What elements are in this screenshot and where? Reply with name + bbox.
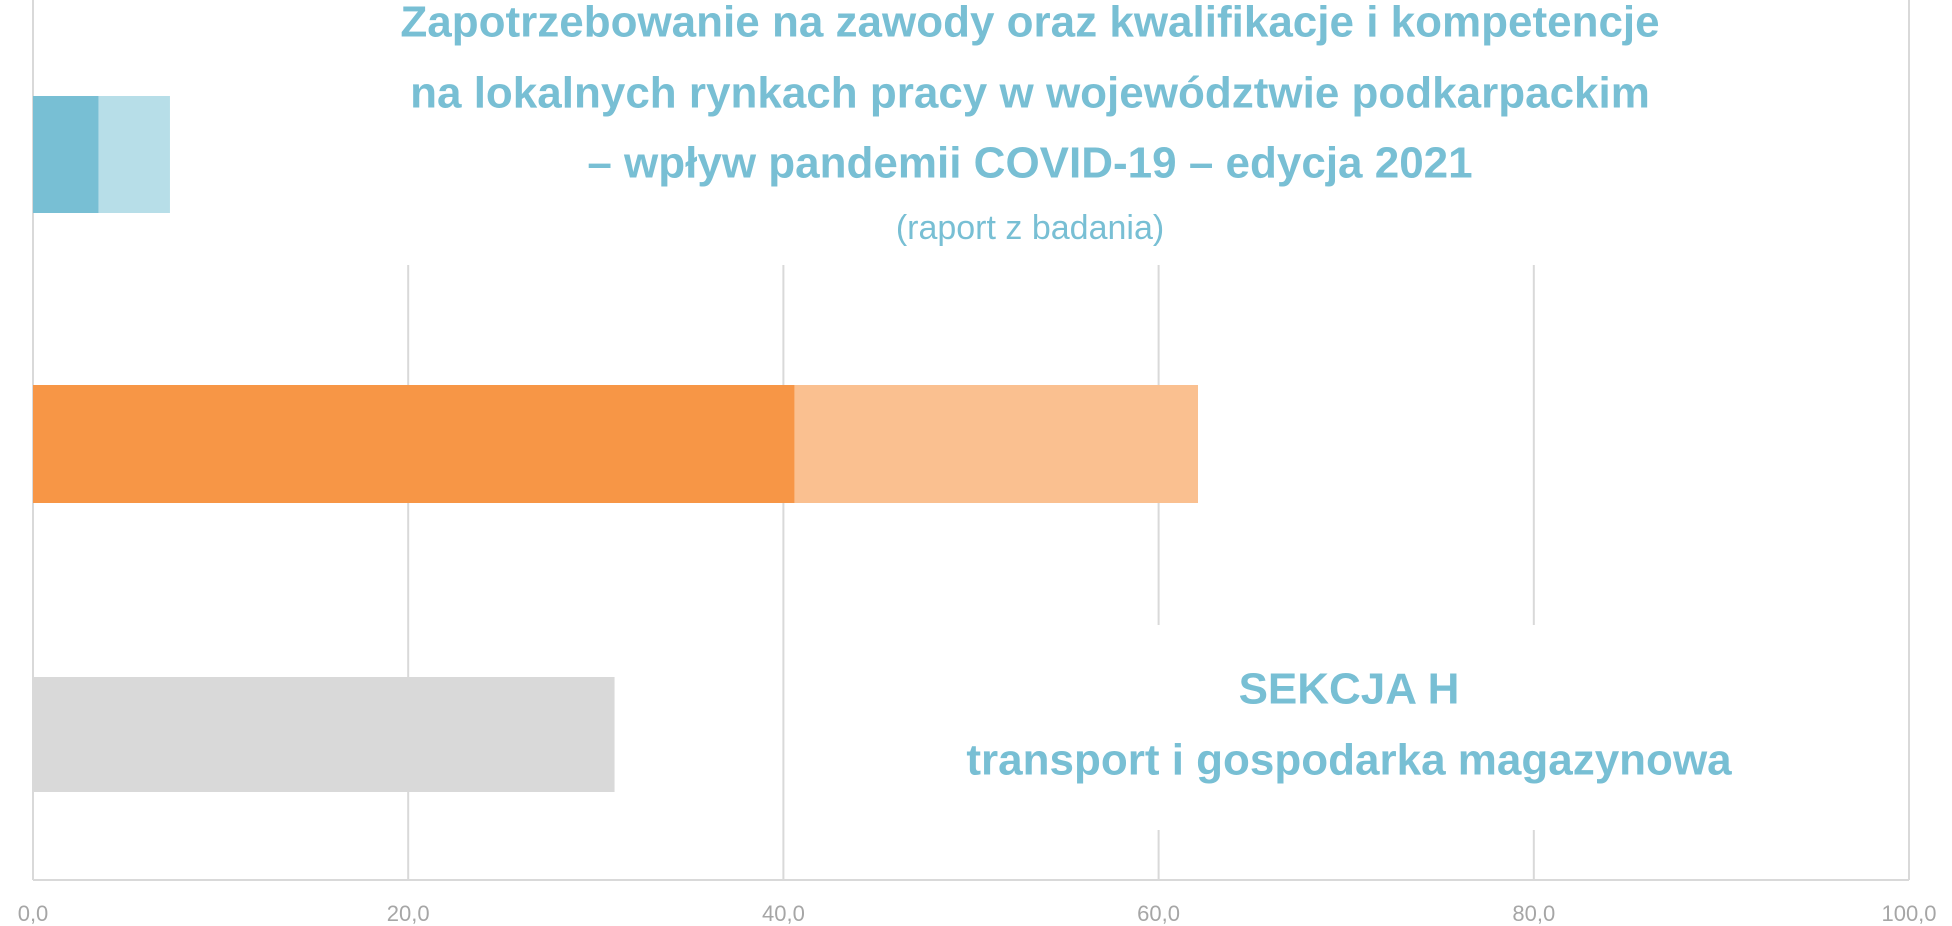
bar-segment bbox=[33, 385, 795, 503]
bar-segment bbox=[33, 677, 615, 792]
title-line: Zapotrzebowanie na zawody oraz kwalifika… bbox=[400, 0, 1659, 47]
x-tick-label: 80,0 bbox=[1512, 901, 1555, 926]
x-tick-label: 100,0 bbox=[1881, 901, 1936, 926]
bar-segment bbox=[33, 96, 99, 213]
annotation-line: transport i gospodarka magazynowa bbox=[966, 736, 1732, 785]
title-box bbox=[340, 0, 1740, 265]
x-tick-label: 20,0 bbox=[387, 901, 430, 926]
bar-segment bbox=[98, 96, 170, 213]
x-tick-label: 60,0 bbox=[1137, 901, 1180, 926]
x-tick-label: 0,0 bbox=[18, 901, 49, 926]
annotation-line: SEKCJA H bbox=[1239, 665, 1460, 714]
annotation-box bbox=[900, 625, 1790, 830]
title-line: na lokalnych rynkach pracy w województwi… bbox=[410, 69, 1650, 118]
x-tick-label: 40,0 bbox=[762, 901, 805, 926]
bar-segment bbox=[794, 385, 1198, 503]
title-line: – wpływ pandemii COVID-19 – edycja 2021 bbox=[587, 139, 1472, 188]
subtitle: (raport z badania) bbox=[896, 209, 1164, 247]
